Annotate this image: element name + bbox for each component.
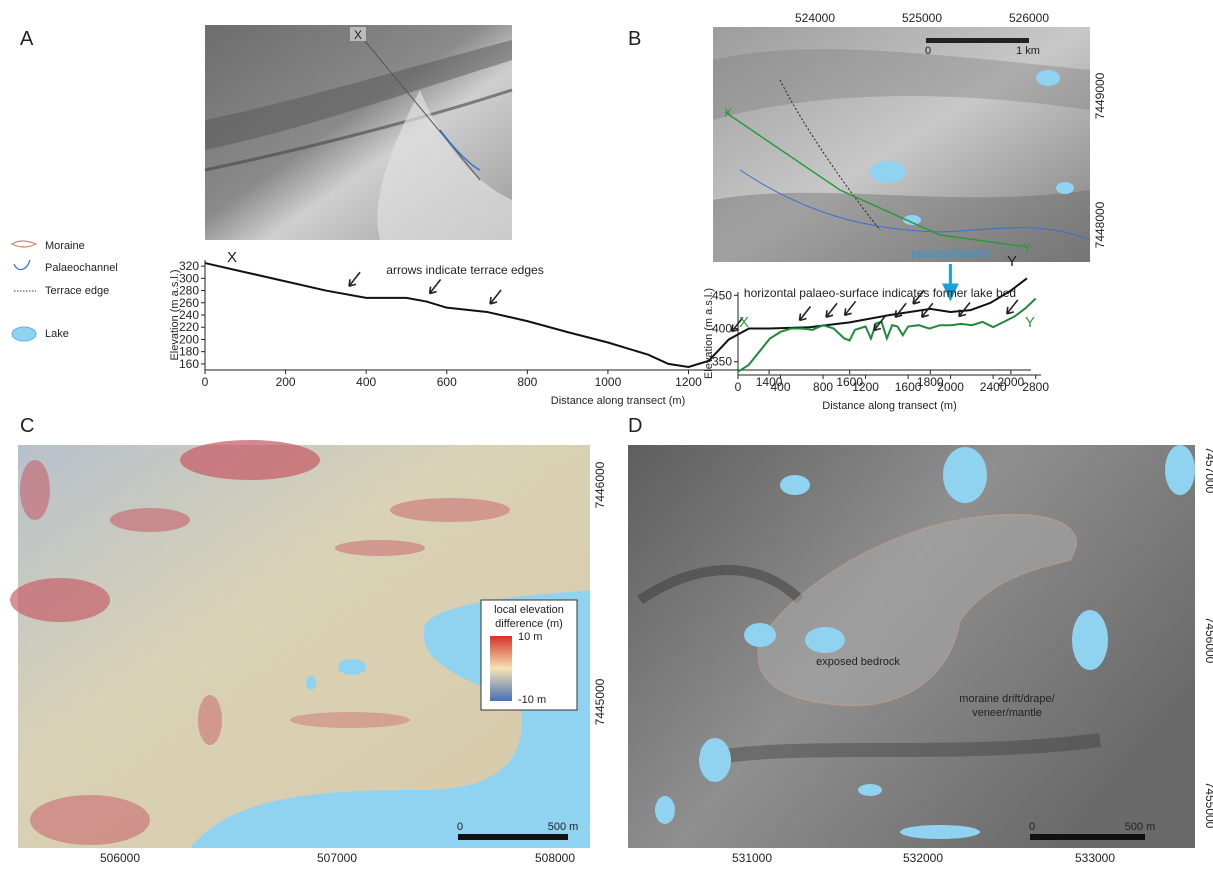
profile-line <box>205 263 1027 367</box>
panel-label: D <box>628 415 642 437</box>
coord-label: 532000 <box>903 851 943 865</box>
y-tick-label: 450 <box>712 288 732 302</box>
coord-label: 7448000 <box>1093 201 1107 248</box>
map-marker: Y <box>1023 241 1031 255</box>
terrace-arrow <box>799 307 810 321</box>
x-axis-title: Distance along transect (m) <box>822 400 957 412</box>
annotation: moraine drift/drape/ <box>959 693 1055 705</box>
coord-label: 506000 <box>100 851 140 865</box>
callout-label: palaeochannel <box>911 246 989 260</box>
x-tick-label: 0 <box>735 380 742 394</box>
x-tick-label: 2800 <box>1022 380 1049 394</box>
x-tick-label: 800 <box>813 380 833 394</box>
terrace-arrow <box>349 272 360 286</box>
endpoint-label: Y <box>1007 253 1017 270</box>
x-tick-label: 1600 <box>895 380 922 394</box>
coord-label: 525000 <box>902 11 942 25</box>
y-tick-label: 160 <box>179 357 199 371</box>
annotation: horizontal palaeo-surface indicates form… <box>744 286 1016 300</box>
terrace-arrow <box>430 280 441 294</box>
coord-label: 524000 <box>795 11 835 25</box>
y-tick-label: 280 <box>179 284 199 298</box>
x-tick-label: 400 <box>771 380 791 394</box>
coord-label: 531000 <box>732 851 772 865</box>
terrace-arrow <box>826 303 837 317</box>
coord-label: 533000 <box>1075 851 1115 865</box>
legend-title: difference (m) <box>495 618 563 630</box>
y-tick-label: 200 <box>179 332 199 346</box>
terrace-arrow <box>490 290 501 304</box>
scale-label: 1 km <box>1016 45 1040 57</box>
y-tick-label: 300 <box>179 271 199 285</box>
profile-line <box>738 299 1036 372</box>
legend-label: Lake <box>45 328 69 340</box>
scale-label: 0 <box>1029 821 1035 833</box>
endpoint-label: X <box>739 314 749 331</box>
figure: A X Moraine Palaeochannel Terrace edge L… <box>0 0 1213 865</box>
coord-label: 7455000 <box>1203 782 1213 829</box>
map-d: 0 500 m exposed bedrock moraine drift/dr… <box>628 445 1195 848</box>
panel-label: A <box>20 28 34 50</box>
legend-label: Palaeochannel <box>45 262 118 274</box>
coord-label: 507000 <box>317 851 357 865</box>
coord-label: 7457000 <box>1203 447 1213 494</box>
x-tick-label: 1200 <box>852 380 879 394</box>
coord-label: 7445000 <box>593 678 607 725</box>
legend-min: -10 m <box>518 694 546 706</box>
x-tick-label: 200 <box>276 375 296 389</box>
x-tick-label: 0 <box>202 375 209 389</box>
map-c: local elevation difference (m) 10 m -10 … <box>10 440 590 848</box>
x-tick-label: 1000 <box>595 375 622 389</box>
x-tick-label: 1200 <box>675 375 702 389</box>
coord-label: 7446000 <box>593 461 607 508</box>
coord-label: 526000 <box>1009 11 1049 25</box>
terrace-arrow <box>895 303 906 317</box>
y-axis-title: Elevation (m a.s.l.) <box>169 269 181 360</box>
scale-label: 500 m <box>1125 821 1156 833</box>
coord-label: 7449000 <box>1093 72 1107 119</box>
legend-max: 10 m <box>518 631 542 643</box>
coord-label: 7456000 <box>1203 617 1213 664</box>
x-tick-label: 400 <box>356 375 376 389</box>
annotation: veneer/mantle <box>972 707 1042 719</box>
map-b: 0 1 km X Y <box>713 27 1090 262</box>
annotation: exposed bedrock <box>816 656 900 668</box>
scale-label: 500 m <box>548 821 579 833</box>
legend: Moraine Palaeochannel Terrace edge Lake <box>12 240 118 341</box>
legend-label: Terrace edge <box>45 285 109 297</box>
legend-label: Moraine <box>45 240 85 252</box>
map-marker: X <box>724 106 732 120</box>
x-tick-label: 800 <box>517 375 537 389</box>
y-tick-label: 400 <box>712 322 732 336</box>
coord-label: 508000 <box>535 851 575 865</box>
panel-label: C <box>20 415 34 437</box>
y-tick-label: 180 <box>179 345 199 359</box>
terrace-arrow <box>845 301 856 315</box>
y-tick-label: 240 <box>179 308 199 322</box>
scale-label: 0 <box>457 821 463 833</box>
endpoint-label: X <box>227 249 237 266</box>
x-axis-title: Distance along transect (m) <box>551 395 686 407</box>
x-tick-label: 2000 <box>937 380 964 394</box>
legend-title: local elevation <box>494 604 564 616</box>
y-tick-label: 220 <box>179 320 199 334</box>
y-tick-label: 320 <box>179 259 199 273</box>
map-a: X <box>205 25 512 240</box>
annotation: arrows indicate terrace edges <box>386 263 543 277</box>
y-tick-label: 350 <box>712 355 732 369</box>
y-axis-title: Elevation (m a.s.l.) <box>703 288 715 379</box>
scale-label: 0 <box>925 45 931 57</box>
endpoint-label: Y <box>1025 314 1035 331</box>
y-tick-label: 260 <box>179 296 199 310</box>
x-tick-label: 600 <box>437 375 457 389</box>
x-tick-label: 2400 <box>980 380 1007 394</box>
panel-label: B <box>628 28 641 50</box>
terrace-arrow <box>1007 300 1018 314</box>
map-marker: X <box>354 28 362 42</box>
